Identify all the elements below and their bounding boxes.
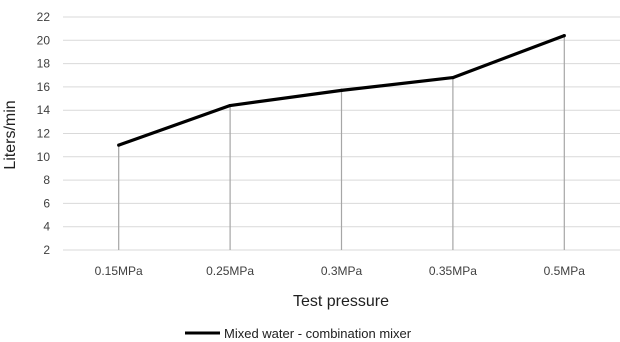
y-tick-label: 12	[37, 127, 51, 141]
y-tick-label: 10	[37, 150, 51, 164]
x-tick-label: 0.25MPa	[206, 264, 254, 278]
x-axis-title: Test pressure	[293, 293, 389, 310]
x-tick-labels: 0.15MPa 0.25MPa 0.3MPa 0.35MPa 0.5MPa	[95, 264, 586, 278]
y-tick-label: 20	[37, 33, 51, 47]
y-tick-label: 8	[43, 173, 50, 187]
x-tick-label: 0.5MPa	[544, 264, 586, 278]
x-tick-label: 0.15MPa	[95, 264, 143, 278]
legend: Mixed water - combination mixer	[185, 326, 412, 341]
y-tick-label: 14	[37, 103, 51, 117]
x-tick-label: 0.35MPa	[429, 264, 477, 278]
x-tick-label: 0.3MPa	[321, 264, 363, 278]
y-axis-title: Liters/min	[2, 100, 19, 169]
data-point	[228, 103, 232, 108]
data-point	[117, 143, 121, 147]
drop-lines	[118, 35, 565, 250]
y-tick-label: 2	[43, 243, 50, 257]
series-layer	[117, 34, 566, 147]
y-tick-label: 22	[37, 10, 51, 24]
data-point	[339, 88, 344, 92]
data-point	[451, 75, 455, 80]
y-tick-label: 4	[43, 220, 50, 234]
y-tick-label: 6	[43, 196, 50, 210]
y-tick-labels: 2 4 6 8 10 12 14 16 18 20 22	[37, 10, 51, 257]
y-tick-label: 18	[37, 57, 51, 71]
data-point	[562, 34, 566, 38]
y-tick-label: 16	[37, 80, 51, 94]
legend-label: Mixed water - combination mixer	[224, 326, 412, 341]
